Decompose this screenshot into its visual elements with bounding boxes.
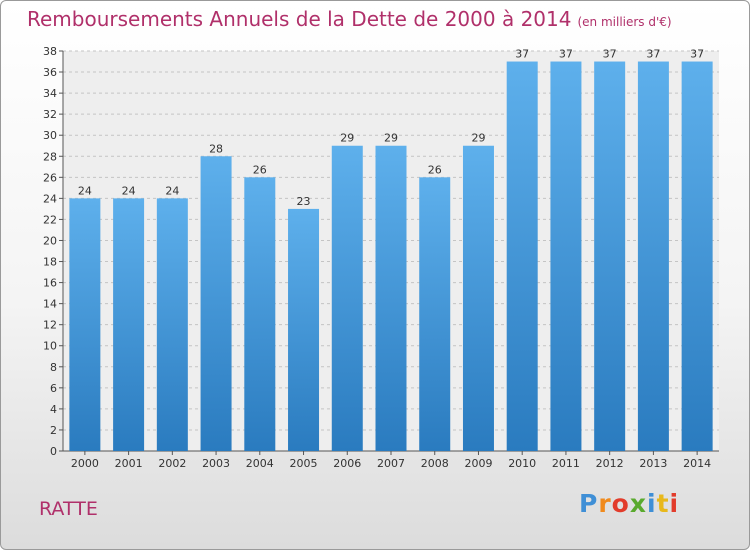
data-label: 24 [165,184,179,197]
y-tick-label: 30 [43,129,57,142]
y-tick-label: 20 [43,234,57,247]
x-tick-label: 2011 [552,457,580,470]
data-label: 23 [297,195,311,208]
data-label: 24 [122,184,136,197]
x-tick-label: 2013 [639,457,667,470]
x-tick-label: 2002 [158,457,186,470]
x-tick-label: 2010 [508,457,536,470]
data-label: 24 [78,184,92,197]
bar [681,61,713,452]
x-tick-label: 2006 [333,457,361,470]
data-label: 29 [340,132,354,145]
y-tick-label: 24 [43,192,57,205]
x-tick-label: 2012 [596,457,624,470]
data-label: 37 [690,48,704,61]
chart-subtitle: (en milliers d'€) [577,15,672,29]
y-tick-label: 18 [43,256,57,269]
data-label: 26 [428,163,442,176]
bar [637,61,669,452]
y-tick-label: 34 [43,87,57,100]
y-tick-label: 28 [43,150,57,163]
y-tick-label: 12 [43,319,57,332]
bar [375,145,407,451]
y-tick-label: 10 [43,340,57,353]
y-tick-label: 36 [43,66,57,79]
data-label: 37 [646,48,660,61]
y-tick-label: 32 [43,108,57,121]
commune-name: RATTE [39,498,98,520]
bar [69,198,101,451]
y-tick-label: 16 [43,277,57,290]
data-label: 28 [209,142,223,155]
data-label: 37 [603,48,617,61]
bar [594,61,626,452]
data-label: 37 [515,48,529,61]
x-tick-label: 2008 [421,457,449,470]
y-tick-label: 4 [50,403,57,416]
y-tick-label: 6 [50,382,57,395]
x-tick-label: 2003 [202,457,230,470]
y-tick-label: 0 [50,445,57,458]
proxiti-logo: Proxiti [579,489,680,518]
bar [462,145,494,451]
y-tick-label: 14 [43,298,57,311]
y-tick-label: 2 [50,424,57,437]
x-tick-label: 2014 [683,457,711,470]
bar [200,156,232,451]
chart-title: Remboursements Annuels de la Dette de 20… [27,7,672,31]
data-label: 29 [384,132,398,145]
bar [506,61,538,452]
bar [288,208,320,451]
y-tick-label: 8 [50,361,57,374]
data-label: 26 [253,163,267,176]
bar [244,177,276,451]
bar [113,198,145,451]
bar [419,177,451,451]
x-tick-label: 2009 [464,457,492,470]
y-tick-label: 22 [43,213,57,226]
bar [331,145,363,451]
x-tick-label: 2005 [290,457,318,470]
data-label: 29 [471,132,485,145]
x-tick-label: 2004 [246,457,274,470]
data-label: 37 [559,48,573,61]
bar [550,61,582,452]
x-tick-label: 2001 [115,457,143,470]
y-tick-label: 38 [43,45,57,58]
x-tick-label: 2000 [71,457,99,470]
bar [156,198,188,451]
y-tick-label: 26 [43,171,57,184]
title-text: Remboursements Annuels de la Dette de 20… [27,7,572,31]
x-tick-label: 2007 [377,457,405,470]
